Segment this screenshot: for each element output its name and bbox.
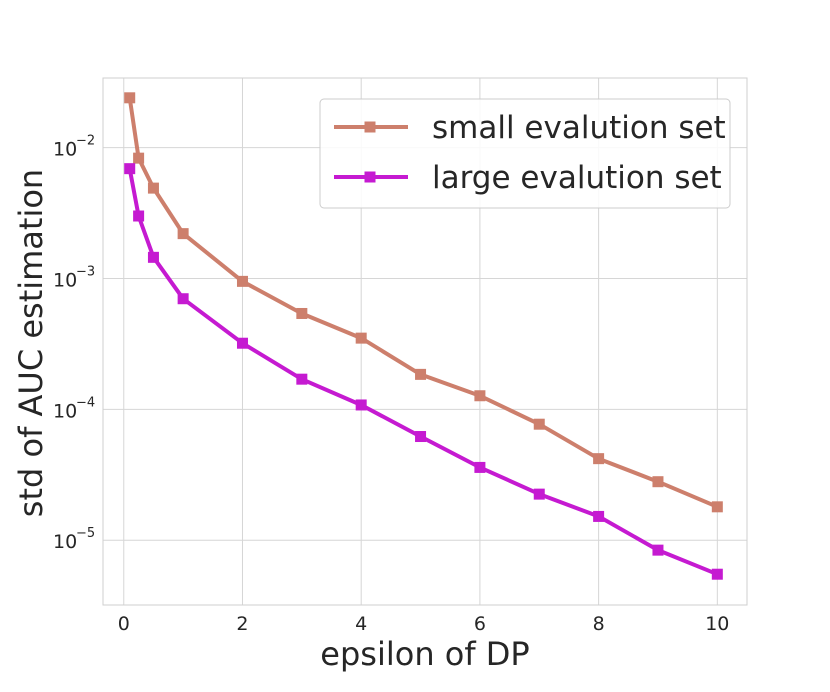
data-point [296,307,308,319]
legend-marker-small [364,121,376,133]
legend-marker-large [364,171,376,183]
data-point [593,510,605,522]
x-tick-labels: 0 2 4 6 8 10 [118,613,730,635]
x-tick-label: 10 [705,613,729,635]
y-tick-exponent: −5 [76,526,95,541]
data-point [533,418,545,430]
data-point [133,152,145,164]
data-point [474,390,486,402]
legend-label-large: large evalution set [432,160,722,196]
x-tick-label: 0 [118,613,130,635]
y-tick-label: 10 [53,531,77,553]
data-point [133,210,145,222]
data-point [711,568,723,580]
data-point [177,228,189,240]
plot-area [102,77,748,606]
data-point [355,399,367,411]
data-point [177,293,189,305]
data-point [415,431,427,443]
series-layer [124,92,723,580]
x-axis-label: epsilon of DP [320,635,529,673]
data-point [147,182,159,194]
data-point [415,368,427,380]
legend-label-small: small evalution set [432,110,726,146]
data-point [593,453,605,465]
y-tick-labels: 10−510−410−310−2 [53,134,95,554]
x-tick-label: 2 [236,613,248,635]
data-point [236,275,248,287]
data-point [236,337,248,349]
data-point [652,476,664,488]
y-tick-label: 10 [53,269,77,291]
y-tick-exponent: −3 [76,264,95,279]
data-point [355,332,367,344]
data-point [296,373,308,385]
data-point [533,488,545,500]
data-point [652,544,664,556]
data-point [474,461,486,473]
y-tick-label: 10 [53,400,77,422]
x-tick-label: 4 [355,613,367,635]
y-tick-label: 10 [53,139,77,161]
data-point [124,92,136,104]
y-tick-exponent: −2 [76,134,95,149]
data-point [124,163,136,175]
x-tick-label: 8 [593,613,605,635]
legend-box [319,98,731,209]
x-tick-label: 6 [474,613,486,635]
y-tick-exponent: −4 [76,395,95,410]
legend: small evalution set large evalution set [319,98,731,209]
data-point [711,501,723,513]
y-axis-label: std of AUC estimation [12,169,50,517]
data-point [147,251,159,263]
